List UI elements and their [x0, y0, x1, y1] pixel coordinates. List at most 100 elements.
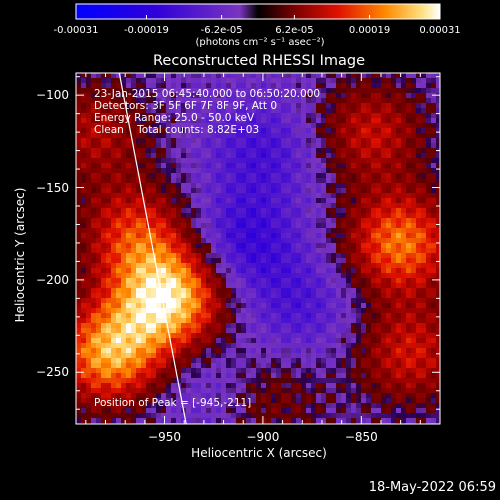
heatmap-cell: [411, 218, 417, 224]
heatmap-cell: [301, 223, 307, 229]
heatmap-cell: [336, 393, 342, 399]
heatmap-cell: [306, 308, 312, 314]
heatmap-cell: [136, 348, 142, 354]
heatmap-cell: [236, 188, 242, 194]
heatmap-cell: [241, 343, 247, 349]
heatmap-cell: [236, 153, 242, 159]
heatmap-cell: [266, 173, 272, 179]
heatmap-cell: [266, 108, 272, 114]
heatmap-cell: [401, 113, 407, 119]
heatmap-cell: [366, 273, 372, 279]
heatmap-cell: [341, 153, 347, 159]
heatmap-cell: [306, 238, 312, 244]
heatmap-cell: [161, 228, 167, 234]
heatmap-cell: [256, 368, 262, 374]
heatmap-cell: [121, 233, 127, 239]
heatmap-cell: [351, 268, 357, 274]
heatmap-cell: [166, 318, 172, 324]
heatmap-cell: [366, 113, 372, 119]
heatmap-cell: [91, 273, 97, 279]
heatmap-cell: [306, 108, 312, 114]
heatmap-cell: [91, 323, 97, 329]
heatmap-cell: [151, 153, 157, 159]
heatmap-cell: [291, 243, 297, 249]
heatmap-cell: [196, 103, 202, 109]
heatmap-cell: [111, 408, 117, 414]
heatmap-cell: [191, 163, 197, 169]
heatmap-cell: [321, 98, 327, 104]
heatmap-cell: [101, 83, 107, 89]
heatmap-cell: [266, 273, 272, 279]
heatmap-cell: [421, 203, 427, 209]
heatmap-cell: [176, 343, 182, 349]
heatmap-cell: [196, 383, 202, 389]
heatmap-cell: [211, 273, 217, 279]
heatmap-cell: [376, 383, 382, 389]
heatmap-cell: [206, 378, 212, 384]
heatmap-cell: [361, 168, 367, 174]
heatmap-cell: [171, 113, 177, 119]
heatmap-cell: [286, 383, 292, 389]
heatmap-cell: [341, 348, 347, 354]
heatmap-cell: [411, 153, 417, 159]
heatmap-cell: [356, 318, 362, 324]
heatmap-cell: [386, 358, 392, 364]
heatmap-cell: [386, 138, 392, 144]
heatmap-cell: [426, 293, 432, 299]
heatmap-cell: [181, 123, 187, 129]
heatmap-cell: [91, 288, 97, 294]
heatmap-cell: [266, 388, 272, 394]
heatmap-cell: [366, 218, 372, 224]
heatmap-cell: [331, 383, 337, 389]
heatmap-cell: [146, 113, 152, 119]
heatmap-cell: [431, 333, 437, 339]
heatmap-cell: [296, 323, 302, 329]
heatmap-cell: [86, 193, 92, 199]
heatmap-cell: [271, 128, 277, 134]
heatmap-cell: [351, 98, 357, 104]
heatmap-cell: [376, 283, 382, 289]
heatmap-cell: [236, 98, 242, 104]
heatmap-cell: [366, 118, 372, 124]
heatmap-cell: [341, 263, 347, 269]
heatmap-cell: [296, 268, 302, 274]
heatmap-cell: [371, 78, 377, 84]
heatmap-cell: [221, 113, 227, 119]
heatmap-cell: [151, 163, 157, 169]
heatmap-cell: [296, 378, 302, 384]
heatmap-cell: [221, 283, 227, 289]
heatmap-cell: [156, 408, 162, 414]
heatmap-cell: [276, 358, 282, 364]
heatmap-cell: [126, 193, 132, 199]
heatmap-cell: [91, 383, 97, 389]
heatmap-cell: [276, 123, 282, 129]
heatmap-cell: [296, 153, 302, 159]
heatmap-cell: [406, 408, 412, 414]
heatmap-cell: [171, 343, 177, 349]
heatmap-cell: [371, 158, 377, 164]
heatmap-cell: [291, 218, 297, 224]
heatmap-cell: [141, 238, 147, 244]
heatmap-cell: [381, 258, 387, 264]
heatmap-cell: [241, 363, 247, 369]
heatmap-cell: [111, 318, 117, 324]
heatmap-cell: [106, 238, 112, 244]
heatmap-cell: [381, 393, 387, 399]
heatmap-cell: [316, 353, 322, 359]
heatmap-cell: [171, 193, 177, 199]
heatmap-cell: [381, 348, 387, 354]
heatmap-cell: [266, 218, 272, 224]
heatmap-cell: [121, 323, 127, 329]
heatmap-cell: [266, 368, 272, 374]
heatmap-cell: [266, 258, 272, 264]
heatmap-cell: [386, 153, 392, 159]
heatmap-cell: [161, 263, 167, 269]
heatmap-cell: [211, 83, 217, 89]
heatmap-cell: [361, 143, 367, 149]
heatmap-cell: [226, 163, 232, 169]
heatmap-cell: [236, 388, 242, 394]
heatmap-cell: [371, 238, 377, 244]
heatmap-cell: [306, 318, 312, 324]
heatmap-cell: [436, 163, 440, 169]
heatmap-cell: [386, 363, 392, 369]
